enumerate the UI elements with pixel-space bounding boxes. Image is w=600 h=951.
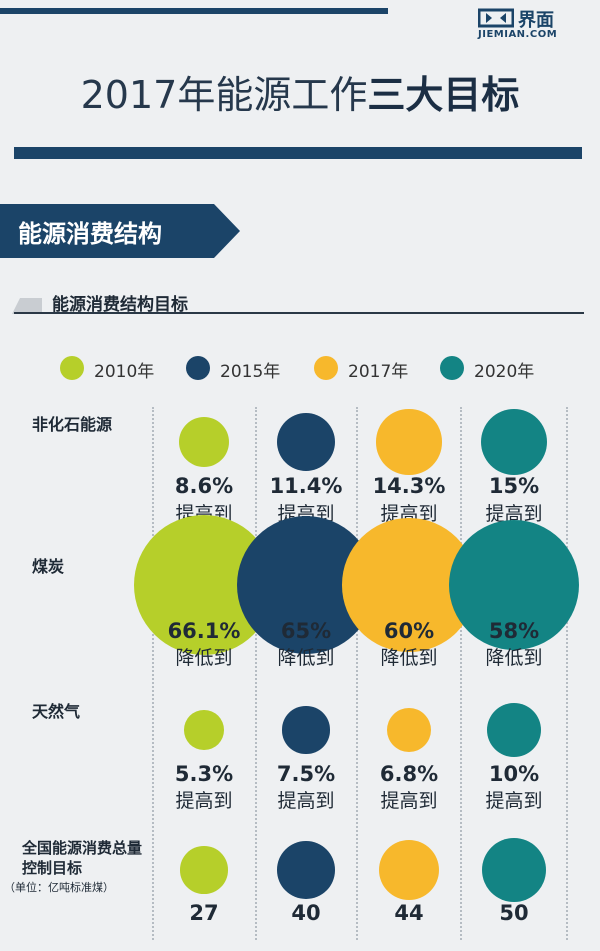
legend-swatch [186,356,210,380]
subtitle-rule [14,312,584,314]
row-label: 煤炭 [32,557,65,576]
value-label: 14.3% [372,474,446,498]
value-label: 40 [291,901,321,925]
legend-item: 2017年 [314,356,434,382]
brand-name: 界面 [518,10,554,31]
value-label: 8.6% [174,474,234,498]
data-bubble [378,839,440,901]
change-label: 提高到 [485,790,543,812]
column-separator [356,407,358,940]
data-bubble [282,706,330,754]
logo-icon [478,8,514,28]
column-separator [255,407,257,940]
legend-item: 2015年 [186,356,306,382]
change-label: 降低到 [277,647,335,669]
value-label: 10% [488,762,540,786]
chart-subtitle: 能源消费结构目标 [52,295,188,315]
change-label: 降低到 [380,647,438,669]
top-accent-bar [0,8,388,14]
data-bubble [386,707,432,753]
brand-domain: JIEMIAN.COM [478,29,558,40]
title-prefix: 2017年能源工作 [80,73,368,117]
legend-swatch [60,356,84,380]
section-title: 能源消费结构 [18,220,162,248]
title-rule [14,147,582,159]
row-label: 天然气 [32,702,81,721]
legend-item: 2010年 [60,356,180,382]
data-bubble [277,841,335,899]
change-label: 提高到 [277,790,335,812]
value-label: 6.8% [379,762,439,786]
section-banner [0,204,240,258]
legend-label: 2017年 [348,362,409,382]
column-separator [460,407,462,940]
column-separator [566,407,568,940]
data-bubble [448,519,580,651]
legend-label: 2010年 [94,362,155,382]
data-bubble [481,837,547,903]
legend-label: 2020年 [474,362,535,382]
value-label: 58% [488,619,540,643]
row-label: 非化石能源 [32,415,113,434]
change-label: 提高到 [485,503,543,525]
column-separator [152,407,154,940]
change-label: 提高到 [380,790,438,812]
data-bubble [180,846,228,894]
value-label: 60% [383,619,435,643]
value-label: 5.3% [174,762,234,786]
page-title: 2017年能源工作三大目标 [0,64,600,119]
subtitle-tab [12,298,42,314]
value-label: 66.1% [167,619,241,643]
data-bubble [184,710,224,750]
value-label: 11.4% [269,474,343,498]
data-bubble [178,416,230,468]
value-label: 50 [499,901,529,925]
brand-logo: 界面 JIEMIAN.COM [474,6,584,44]
data-bubble [276,412,336,472]
data-bubble [486,702,542,758]
value-label: 7.5% [276,762,336,786]
value-label: 44 [394,901,424,925]
change-label: 降低到 [485,647,543,669]
legend-item: 2020年 [440,356,560,382]
change-label: 降低到 [175,647,233,669]
change-label: 提高到 [175,790,233,812]
legend-label: 2015年 [220,362,281,382]
unit-label: （单位：亿吨标准煤） [4,881,114,894]
value-label: 15% [488,474,540,498]
legend-swatch [440,356,464,380]
data-bubble [480,408,548,476]
value-label: 27 [189,901,219,925]
legend-swatch [314,356,338,380]
value-label: 65% [280,619,332,643]
title-emphasis: 三大目标 [367,73,520,117]
row-label: 全国能源消费总量控制目标 [22,839,143,877]
data-bubble [376,409,442,475]
